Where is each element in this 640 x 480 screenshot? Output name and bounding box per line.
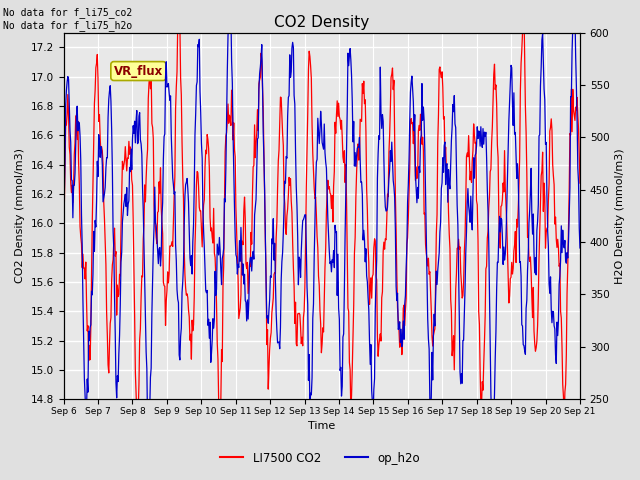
op_h2o bbox=[576, 245, 584, 251]
op_h2o bbox=[385, 192, 392, 197]
op_h2o bbox=[399, 318, 407, 324]
LI7500 CO2 bbox=[122, 155, 130, 161]
LI7500 CO2 bbox=[520, 5, 528, 11]
op_h2o bbox=[489, 430, 497, 436]
op_h2o bbox=[570, 0, 578, 2]
Y-axis label: H2O Density (mmol/m3): H2O Density (mmol/m3) bbox=[615, 148, 625, 284]
op_h2o bbox=[60, 202, 67, 207]
Text: VR_flux: VR_flux bbox=[114, 64, 163, 78]
Y-axis label: CO2 Density (mmol/m3): CO2 Density (mmol/m3) bbox=[15, 148, 25, 283]
op_h2o bbox=[122, 204, 130, 209]
op_h2o bbox=[175, 300, 182, 306]
op_h2o bbox=[69, 215, 77, 221]
LI7500 CO2 bbox=[60, 236, 67, 241]
Line: op_h2o: op_h2o bbox=[63, 0, 580, 433]
LI7500 CO2 bbox=[69, 200, 77, 205]
LI7500 CO2 bbox=[400, 302, 408, 308]
LI7500 CO2 bbox=[175, 10, 183, 15]
LI7500 CO2 bbox=[203, 151, 211, 156]
Text: No data for f_li75_co2
No data for f_li75_h2o: No data for f_li75_co2 No data for f_li7… bbox=[3, 7, 132, 31]
LI7500 CO2 bbox=[385, 150, 393, 156]
X-axis label: Time: Time bbox=[308, 421, 335, 432]
Legend: LI7500 CO2, op_h2o: LI7500 CO2, op_h2o bbox=[215, 447, 425, 469]
Title: CO2 Density: CO2 Density bbox=[274, 15, 369, 30]
op_h2o bbox=[202, 288, 209, 293]
LI7500 CO2 bbox=[134, 423, 141, 429]
Line: LI7500 CO2: LI7500 CO2 bbox=[63, 8, 580, 426]
LI7500 CO2 bbox=[576, 180, 584, 186]
